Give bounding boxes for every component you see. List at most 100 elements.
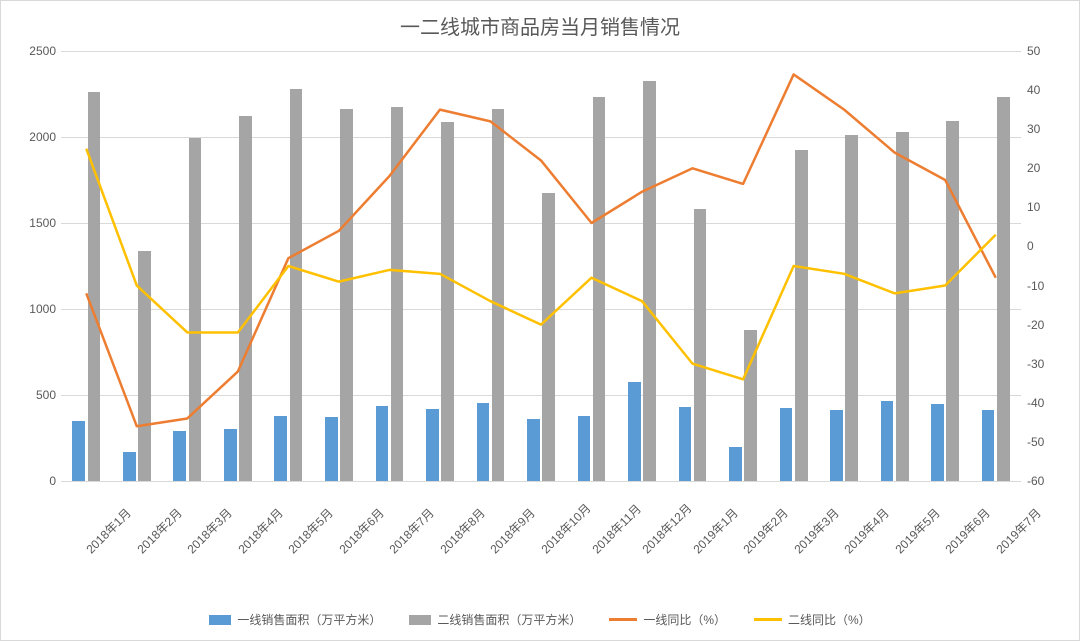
bar-tier1 [931, 404, 944, 481]
legend: 一线销售面积（万平方米） 二线销售面积（万平方米） 一线同比（%） 二线同比（%） [1, 611, 1079, 628]
bar-tier1 [881, 401, 894, 481]
gridline [61, 395, 1021, 396]
legend-swatch-line [609, 618, 637, 621]
x-tick-label: 2019年6月 [941, 504, 994, 557]
line-overlay [61, 51, 1021, 481]
x-tick-label: 2018年8月 [436, 504, 489, 557]
y-right-tick-label: 50 [1027, 44, 1040, 58]
y-left-tick-label: 1500 [16, 216, 56, 230]
bar-tier2 [239, 116, 252, 481]
x-tick-label: 2019年4月 [840, 504, 893, 557]
x-tick-label: 2018年9月 [486, 504, 539, 557]
bar-tier2 [795, 150, 808, 481]
y-left-tick-label: 500 [16, 388, 56, 402]
bar-tier1 [578, 416, 591, 481]
gridline [61, 309, 1021, 310]
x-tick-label: 2018年7月 [385, 504, 438, 557]
legend-item: 二线销售面积（万平方米） [409, 611, 581, 628]
bar-tier2 [88, 92, 101, 481]
bar-tier1 [830, 410, 843, 481]
x-tick-label: 2018年1月 [82, 504, 135, 557]
y-right-tick-label: 30 [1027, 122, 1040, 136]
legend-label: 二线销售面积（万平方米） [437, 611, 581, 628]
bar-tier2 [643, 81, 656, 481]
bar-tier2 [694, 209, 707, 481]
line-tier1-yoy [86, 74, 995, 426]
y-right-tick-label: 40 [1027, 83, 1040, 97]
legend-item: 二线同比（%） [754, 611, 871, 628]
gridline [61, 223, 1021, 224]
y-left-tick-label: 0 [16, 474, 56, 488]
legend-swatch-line [754, 618, 782, 621]
legend-swatch-bar [209, 615, 231, 625]
y-right-tick-label: 10 [1027, 200, 1040, 214]
gridline [61, 137, 1021, 138]
bar-tier2 [290, 89, 303, 481]
bar-tier1 [72, 421, 85, 481]
y-left-tick-label: 1000 [16, 302, 56, 316]
legend-item: 一线同比（%） [609, 611, 726, 628]
legend-label: 一线同比（%） [643, 611, 726, 628]
bar-tier1 [628, 382, 641, 481]
y-left-tick-label: 2000 [16, 130, 56, 144]
legend-item: 一线销售面积（万平方米） [209, 611, 381, 628]
plot-area [61, 51, 1021, 481]
bar-tier2 [946, 121, 959, 481]
bar-tier1 [173, 431, 186, 481]
x-tick-label: 2019年5月 [891, 504, 944, 557]
x-tick-label: 2018年10月 [537, 500, 594, 557]
x-tick-label: 2018年3月 [183, 504, 236, 557]
x-tick-label: 2019年7月 [992, 504, 1045, 557]
legend-label: 二线同比（%） [788, 611, 871, 628]
bar-tier2 [492, 109, 505, 481]
bar-tier1 [729, 447, 742, 481]
bar-tier2 [845, 135, 858, 481]
y-right-tick-label: -30 [1027, 357, 1044, 371]
y-left-tick-label: 2500 [16, 44, 56, 58]
bar-tier2 [138, 251, 151, 481]
bar-tier2 [593, 97, 606, 481]
bar-tier1 [274, 416, 287, 481]
bar-tier1 [325, 417, 338, 481]
x-tick-label: 2018年2月 [133, 504, 186, 557]
bar-tier2 [189, 138, 202, 481]
y-right-tick-label: -50 [1027, 435, 1044, 449]
legend-label: 一线销售面积（万平方米） [237, 611, 381, 628]
bar-tier1 [224, 429, 237, 481]
y-right-tick-label: 0 [1027, 239, 1034, 253]
bar-tier2 [744, 330, 757, 481]
gridline [61, 51, 1021, 52]
x-tick-label: 2018年4月 [234, 504, 287, 557]
bar-tier1 [527, 419, 540, 481]
chart-container: 一二线城市商品房当月销售情况 一线销售面积（万平方米）二线销售面积（万平方米）一… [0, 0, 1080, 641]
x-tick-label: 2018年6月 [335, 504, 388, 557]
bar-tier1 [780, 408, 793, 481]
bar-tier1 [123, 452, 136, 481]
bar-tier2 [896, 132, 909, 481]
bar-tier1 [679, 407, 692, 481]
y-right-tick-label: -40 [1027, 396, 1044, 410]
bar-tier2 [542, 193, 555, 481]
legend-swatch-bar [409, 615, 431, 625]
y-right-tick-label: -60 [1027, 474, 1044, 488]
x-tick-label: 2018年5月 [284, 504, 337, 557]
bar-tier1 [477, 403, 490, 481]
gridline [61, 481, 1021, 482]
chart-title: 一二线城市商品房当月销售情况 [1, 1, 1079, 40]
bar-tier1 [376, 406, 389, 481]
line-tier2-yoy [86, 149, 995, 380]
x-tick-label: 2019年2月 [739, 504, 792, 557]
bar-tier2 [391, 107, 404, 481]
x-tick-label: 2018年12月 [638, 500, 695, 557]
bar-tier2 [340, 109, 353, 481]
bar-tier2 [997, 97, 1010, 481]
x-tick-label: 2019年3月 [790, 504, 843, 557]
y-right-tick-label: -10 [1027, 279, 1044, 293]
x-tick-label: 2019年1月 [689, 504, 742, 557]
bar-tier1 [426, 409, 439, 481]
y-right-tick-label: 20 [1027, 161, 1040, 175]
y-right-tick-label: -20 [1027, 318, 1044, 332]
x-tick-label: 2018年11月 [588, 500, 645, 557]
bar-tier1 [982, 410, 995, 481]
bar-tier2 [441, 122, 454, 481]
